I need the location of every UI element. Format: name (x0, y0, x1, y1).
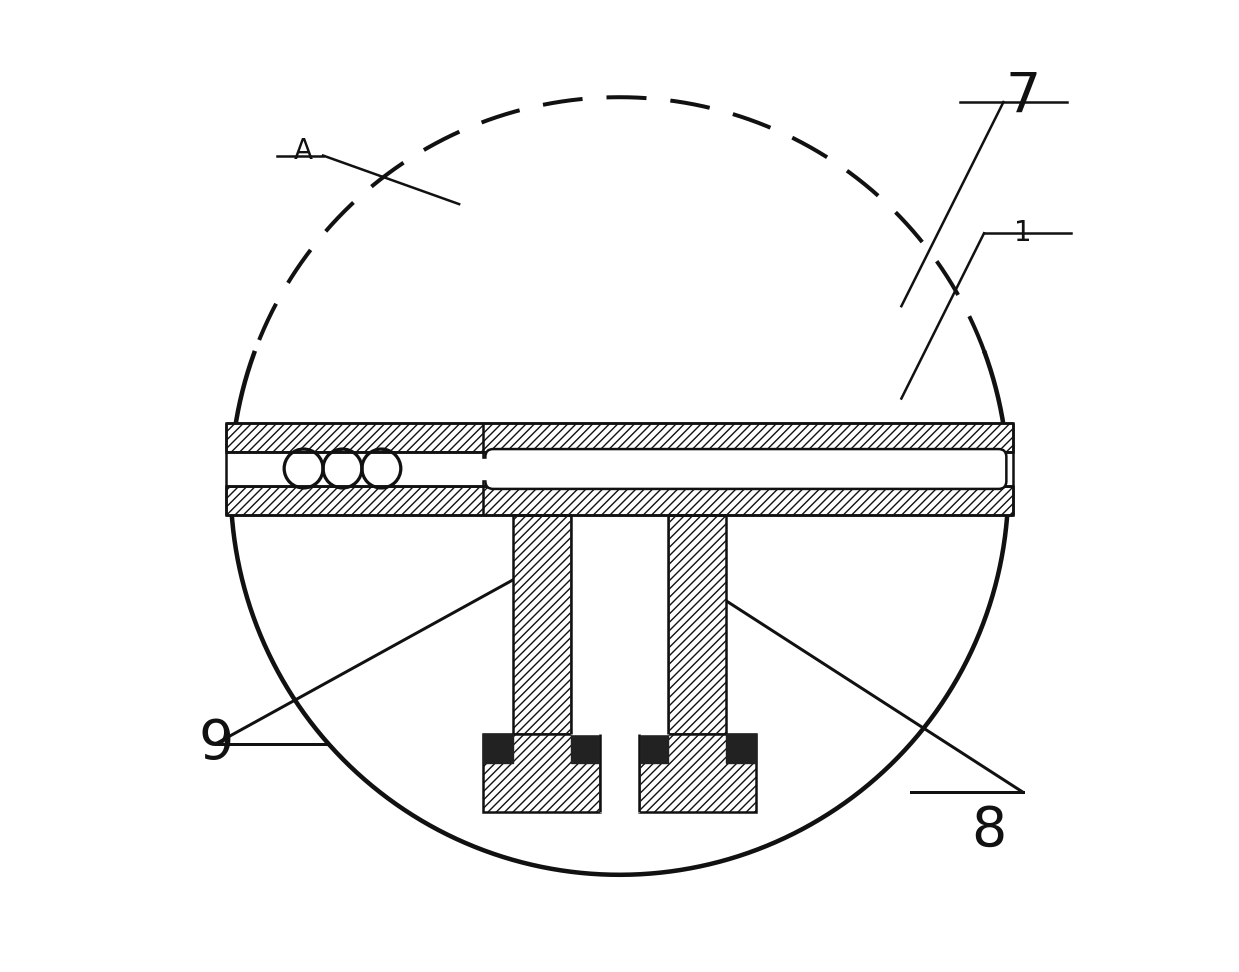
Polygon shape (468, 459, 493, 478)
Polygon shape (571, 515, 668, 734)
FancyBboxPatch shape (486, 449, 1006, 489)
Text: 1: 1 (1014, 220, 1032, 247)
Text: A: A (294, 137, 313, 164)
Bar (639, 734, 756, 812)
Polygon shape (639, 734, 668, 763)
Text: 9: 9 (198, 716, 234, 771)
Bar (668, 515, 726, 734)
Text: 7: 7 (1005, 70, 1041, 124)
Polygon shape (225, 452, 1014, 486)
Polygon shape (571, 734, 600, 763)
Polygon shape (726, 734, 756, 763)
Polygon shape (225, 423, 1014, 515)
Bar (225, 423, 1014, 452)
Bar (513, 515, 571, 734)
Polygon shape (483, 734, 513, 763)
Bar (483, 734, 600, 812)
Bar (225, 486, 1014, 515)
Text: 8: 8 (971, 804, 1006, 858)
Polygon shape (600, 734, 639, 812)
